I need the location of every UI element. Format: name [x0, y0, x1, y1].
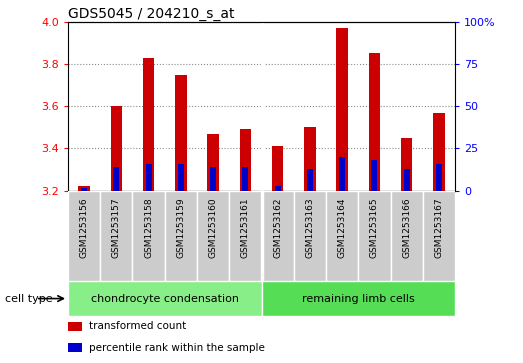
Bar	[78, 186, 90, 191]
Text: transformed count: transformed count	[89, 321, 187, 331]
Text: cell type: cell type	[5, 294, 53, 303]
Text: GSM1253162: GSM1253162	[273, 198, 282, 258]
Bar	[111, 106, 122, 191]
Bar	[304, 127, 315, 191]
Bar	[132, 191, 165, 281]
Text: GSM1253166: GSM1253166	[402, 198, 411, 258]
Bar	[371, 160, 377, 191]
Text: remaining limb cells: remaining limb cells	[302, 294, 415, 303]
Bar	[146, 164, 152, 191]
Text: GSM1253164: GSM1253164	[338, 198, 347, 258]
Bar	[175, 74, 187, 191]
Bar	[100, 191, 132, 281]
Bar	[262, 281, 455, 316]
Bar	[401, 138, 412, 191]
Bar	[272, 146, 283, 191]
Bar	[68, 322, 82, 331]
Bar	[433, 113, 445, 191]
Bar	[358, 191, 391, 281]
Bar	[197, 191, 229, 281]
Bar	[326, 191, 358, 281]
Text: GSM1253163: GSM1253163	[305, 198, 314, 258]
Bar	[178, 164, 184, 191]
Text: GSM1253158: GSM1253158	[144, 198, 153, 258]
Bar	[208, 134, 219, 191]
Bar	[307, 169, 313, 191]
Text: GSM1253167: GSM1253167	[435, 198, 444, 258]
Bar	[243, 167, 248, 191]
Bar	[294, 191, 326, 281]
Bar	[275, 185, 280, 191]
Bar	[68, 191, 100, 281]
Bar	[68, 343, 82, 352]
Bar	[210, 167, 216, 191]
Bar	[68, 281, 262, 316]
Bar	[404, 169, 410, 191]
Bar	[436, 164, 442, 191]
Text: GDS5045 / 204210_s_at: GDS5045 / 204210_s_at	[68, 7, 234, 21]
Bar	[165, 191, 197, 281]
Bar	[143, 58, 154, 191]
Text: GSM1253159: GSM1253159	[176, 198, 185, 258]
Bar	[262, 191, 294, 281]
Bar	[336, 28, 348, 191]
Text: GSM1253161: GSM1253161	[241, 198, 250, 258]
Text: GSM1253156: GSM1253156	[79, 198, 88, 258]
Bar	[369, 53, 380, 191]
Text: GSM1253160: GSM1253160	[209, 198, 218, 258]
Bar	[240, 129, 251, 191]
Bar	[113, 167, 119, 191]
Text: chondrocyte condensation: chondrocyte condensation	[91, 294, 238, 303]
Text: percentile rank within the sample: percentile rank within the sample	[89, 343, 265, 353]
Text: GSM1253157: GSM1253157	[112, 198, 121, 258]
Text: GSM1253165: GSM1253165	[370, 198, 379, 258]
Bar	[423, 191, 455, 281]
Bar	[81, 188, 87, 191]
Bar	[391, 191, 423, 281]
Bar	[339, 157, 345, 191]
Bar	[229, 191, 262, 281]
